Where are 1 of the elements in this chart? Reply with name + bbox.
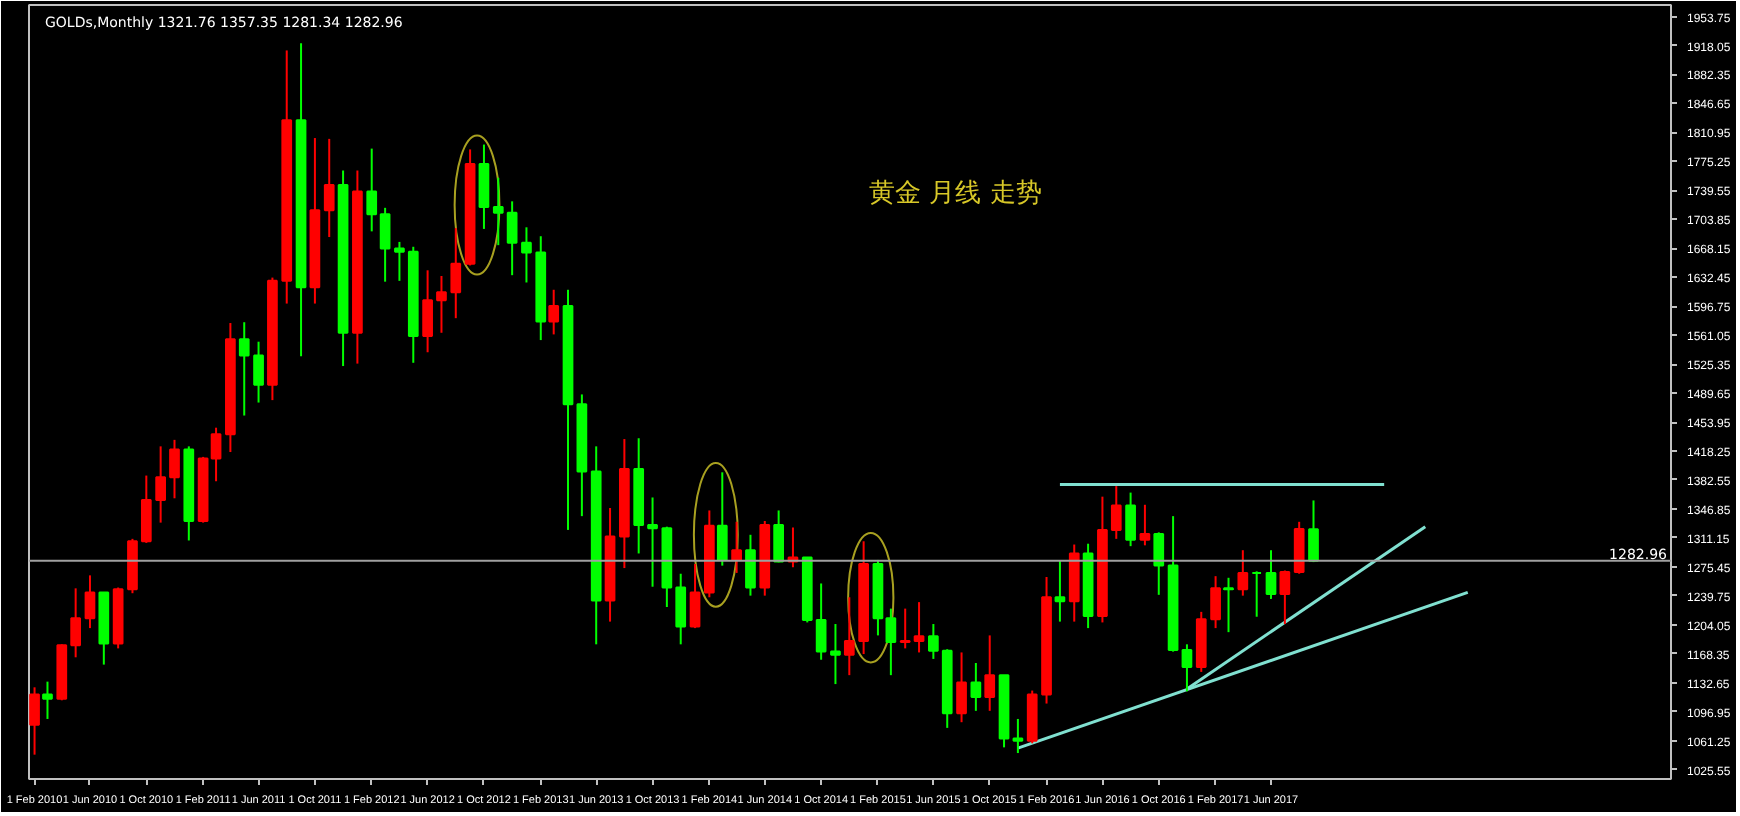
annotation: 黄金 月线 走势: [869, 179, 1042, 209]
